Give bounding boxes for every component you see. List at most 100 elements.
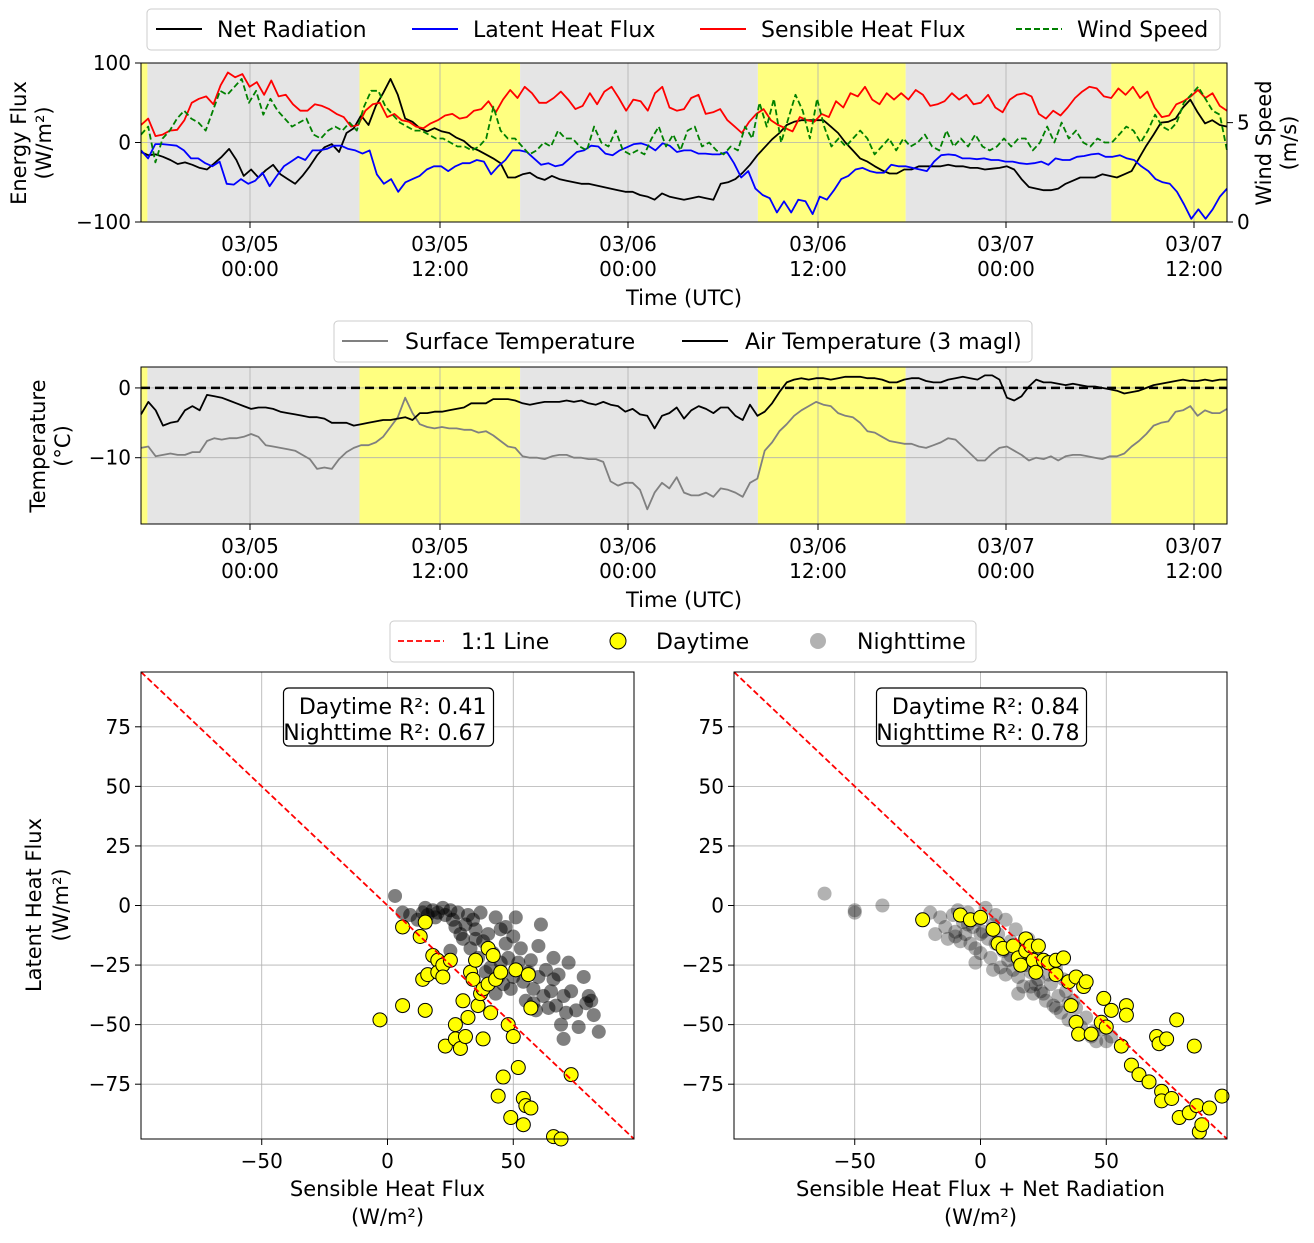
nighttime-point — [1051, 989, 1066, 1004]
nighttime-point — [968, 941, 983, 956]
y-axis-label-line: Temperature — [26, 379, 50, 513]
nighttime-point — [948, 924, 963, 939]
daytime-point — [1048, 967, 1064, 983]
nighttime-band — [905, 367, 1112, 524]
nighttime-point — [988, 908, 1003, 923]
daytime-point — [1103, 1002, 1119, 1018]
y-tick-label: 50 — [106, 774, 131, 798]
legend-label: Net Radiation — [217, 18, 367, 43]
y-axis-label: Latent Heat Flux (W/m²) — [22, 818, 73, 992]
nighttime-point — [998, 967, 1013, 982]
x-tick-label: 0 — [974, 1149, 987, 1173]
daytime-point — [520, 967, 536, 983]
daytime-point — [1201, 1100, 1217, 1116]
y2-axis-label-line: Wind Speed — [1252, 80, 1276, 205]
y2-axis-label-line: (m/s) — [1277, 116, 1301, 171]
y-axis-label-line: Energy Flux — [7, 81, 31, 205]
daytime-point — [515, 1117, 531, 1133]
nighttime-point — [933, 910, 948, 925]
x-axis-label: Time (UTC) — [625, 588, 742, 612]
nighttime-point — [549, 998, 564, 1013]
daytime-point — [447, 1017, 463, 1033]
x-tick-label: 50 — [1094, 1149, 1119, 1173]
daytime-point — [1098, 1019, 1114, 1035]
y-axis-label-line: Latent Heat Flux — [22, 818, 46, 992]
nighttime-point — [1053, 1005, 1068, 1020]
x-tick-label: 03/07 — [1165, 232, 1223, 256]
annotation-line: Daytime R²: 0.84 — [892, 695, 1080, 720]
nighttime-point — [847, 905, 862, 920]
nighttime-point — [473, 905, 488, 920]
nighttime-point — [523, 953, 538, 968]
legend-label: 1:1 Line — [461, 630, 549, 655]
legend-swatch — [609, 632, 627, 650]
nighttime-point — [973, 927, 988, 942]
x-tick-label: 03/07 — [1165, 534, 1223, 558]
x-tick-label: 00:00 — [221, 559, 279, 583]
nighttime-point — [564, 984, 579, 999]
nighttime-point — [531, 939, 546, 954]
y-axis-label-line: (W/m²) — [32, 106, 56, 179]
daytime-point — [510, 1060, 526, 1076]
y-tick-label: −10 — [89, 446, 131, 470]
x-axis-label: Sensible Heat Flux — [290, 1177, 485, 1201]
daytime-point — [437, 1038, 453, 1054]
y-tick-label: 25 — [106, 834, 131, 858]
annotation-line: Nighttime R²: 0.78 — [876, 721, 1079, 746]
nighttime-point — [576, 969, 591, 984]
nighttime-point — [481, 927, 496, 942]
daytime-band — [141, 367, 148, 524]
annotation-line: Daytime R²: 0.41 — [299, 695, 487, 720]
x-tick-label: 00:00 — [977, 559, 1035, 583]
y-tick-label: 0 — [118, 131, 131, 155]
nighttime-point — [1046, 998, 1061, 1013]
daytime-point — [985, 921, 1001, 937]
legend-label: Latent Heat Flux — [473, 18, 655, 43]
y-tick-label: −100 — [76, 210, 131, 234]
daytime-point — [372, 1012, 388, 1028]
nighttime-point — [998, 912, 1013, 927]
daytime-point — [1096, 990, 1112, 1006]
daytime-point — [1131, 1067, 1147, 1083]
y-axis-label: Temperature (°C) — [26, 379, 75, 513]
nighttime-point — [875, 898, 890, 913]
daytime-point — [490, 1088, 506, 1104]
daytime-point — [485, 948, 501, 964]
y-tick-label: 75 — [106, 715, 131, 739]
nighttime-point — [571, 1020, 586, 1035]
nighttime-point — [556, 1031, 571, 1046]
daytime-point — [915, 912, 931, 928]
daytime-point — [1169, 1012, 1185, 1028]
x-tick-label: 03/05 — [221, 534, 279, 558]
nighttime-point — [973, 946, 988, 961]
nighttime-point — [968, 955, 983, 970]
y-tick-label: 75 — [699, 715, 724, 739]
y-tick-label: 100 — [93, 51, 131, 75]
daytime-point — [468, 952, 484, 968]
x-axis-label: (W/m²) — [351, 1205, 424, 1229]
legend-bottom: 1:1 Line Daytime Nighttime — [389, 620, 977, 663]
daytime-point — [475, 1031, 491, 1047]
x-tick-label: 03/05 — [411, 534, 469, 558]
x-tick-label: 00:00 — [221, 257, 279, 281]
daytime-point — [495, 1069, 511, 1085]
y-tick-label: −25 — [682, 953, 724, 977]
surface-temperature-line — [140, 396, 1228, 511]
nighttime-point — [1011, 969, 1026, 984]
nighttime-point — [1048, 1000, 1063, 1015]
x-tick-label: 50 — [501, 1149, 526, 1173]
nighttime-point — [546, 950, 561, 965]
x-tick-label: 12:00 — [789, 257, 847, 281]
legend-label: Daytime — [656, 630, 749, 655]
daytime-point — [417, 914, 433, 930]
nighttime-point — [488, 910, 503, 925]
y-axis-label: Energy Flux (W/m²) — [7, 81, 56, 205]
y-axis-label-line: (°C) — [51, 425, 75, 467]
nighttime-point — [455, 931, 470, 946]
nighttime-point — [591, 1024, 606, 1039]
legend-middle: Surface Temperature Air Temperature (3 ma… — [333, 320, 1033, 363]
panel-4: −50 0 50 75 50 25 0 −25 −50 −75 Sensible Heat Flux… — [682, 671, 1230, 1229]
nighttime-point — [498, 919, 513, 934]
